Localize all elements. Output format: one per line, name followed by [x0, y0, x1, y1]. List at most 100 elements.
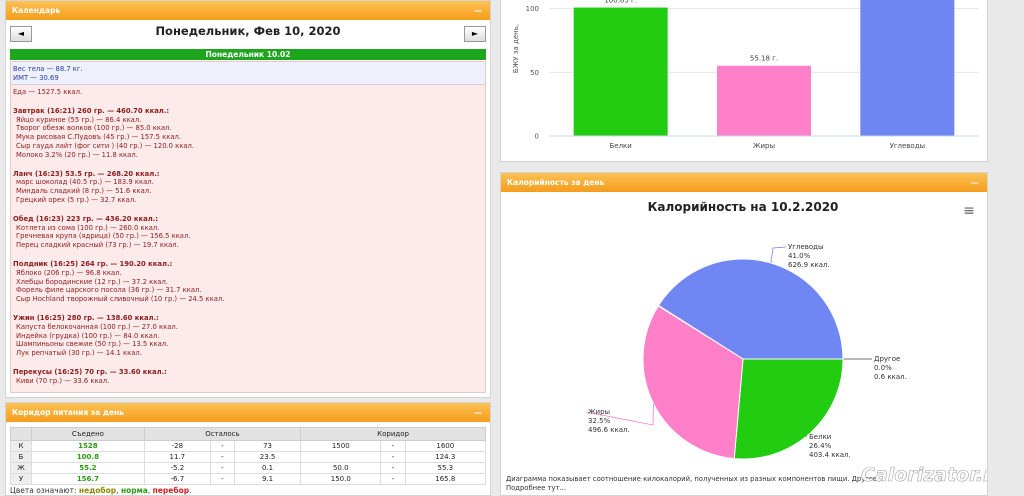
- remaining-max: 0.1: [234, 462, 302, 474]
- slice-name: Жиры: [588, 408, 610, 416]
- diary-box: Вес тела — 88.7 кг. ИМТ — 30.69 Еда — 15…: [10, 61, 486, 393]
- menu-button[interactable]: ≡: [963, 203, 975, 219]
- meal-item: Гречневая крупа (ядрица) (50 гр.) — 156.…: [16, 232, 191, 241]
- y-tick-label: 50: [530, 69, 539, 77]
- pie-panel: Калорийность за день — Калорийность на 10…: [500, 172, 988, 496]
- bar: [717, 65, 811, 136]
- calendar-panel: Календарь — ◄ Понедельник, Фев 10, 2020 ►…: [5, 0, 491, 398]
- corridor-max: 124.3: [404, 451, 487, 463]
- header-cell: Коридор: [300, 427, 486, 441]
- range-separator: -: [209, 440, 236, 452]
- panel-header: Калорийность за день —: [501, 173, 987, 192]
- slice-percent: 41.0%: [788, 252, 811, 260]
- corridor-max: 55.3: [404, 462, 487, 474]
- meal-item: Капуста белокочанная (100 гр.) — 27.0 кк…: [16, 322, 178, 331]
- legend-comma: ,: [147, 486, 151, 495]
- color-legend: Цвета означают: недобор, норма, перебор.: [10, 486, 192, 495]
- table-row: К 1528 -28-73 1500-1600: [10, 440, 487, 452]
- corridor-min: 150.0: [300, 473, 382, 485]
- pie-slice: [642, 305, 744, 460]
- remaining-min: -5.2: [143, 462, 211, 474]
- meal-item: Индейка (грудка) (100 гр.) — 84.0 ккал.: [16, 331, 160, 340]
- collapse-button[interactable]: —: [971, 178, 979, 187]
- remaining-max: 73: [234, 440, 302, 452]
- meal: Ланч (16:23) 53.5 гр. — 268.20 ккал.: мар…: [11, 170, 485, 205]
- legend-item: норма: [120, 486, 148, 495]
- next-day-button[interactable]: ►: [464, 26, 486, 42]
- meal-item: Форель филе царского посола (36 гр.) — 3…: [16, 286, 202, 295]
- meal-item: Перец сладкий красный (73 гр.) — 19.7 кк…: [16, 241, 179, 250]
- connector: [770, 246, 787, 264]
- table-row: У 156.7 -6.7-9.1 150.0-165.8: [10, 473, 487, 485]
- meal-title: Обед (16:23) 223 гр. — 436.20 ккал.:: [13, 214, 158, 223]
- bar-chart: БЖУ за день, 0 50 100 100.85 г. Белки 55.18 г.…: [512, 0, 979, 150]
- meal-item: Яйцо куриное (55 гр.) — 86.4 ккал.: [16, 115, 142, 124]
- range-separator: -: [380, 451, 406, 463]
- prev-day-button[interactable]: ◄: [10, 26, 32, 42]
- slice-name: Углеводы: [788, 243, 824, 251]
- range-separator: -: [380, 473, 406, 485]
- body-stats: Вес тела — 88.7 кг. ИМТ — 30.69: [11, 62, 485, 85]
- date-title: Понедельник, Фев 10, 2020: [155, 24, 341, 38]
- header-cell: [10, 427, 32, 441]
- meal-item: марс шоколад (40.5 гр.) — 183.9 ккал.: [16, 178, 154, 187]
- header-row: Съедено Осталось Коридор: [10, 427, 486, 441]
- remaining-min: -28: [143, 440, 211, 452]
- slice-kcal: 496.6 ккал.: [588, 426, 630, 434]
- slice-kcal: 403.4 ккал.: [809, 451, 851, 459]
- corridor-panel: Коридор питания за день — Съедено Осталос…: [5, 402, 491, 496]
- meal-item: Сыр гауда лайт (фог сити ) (40 гр.) — 12…: [16, 141, 195, 150]
- bar: [860, 0, 955, 136]
- row-label: К: [10, 440, 32, 452]
- corridor-min: [300, 451, 382, 463]
- meal: Перекусы (16:25) 70 гр. — 33.60 ккал.: Ки…: [11, 368, 485, 386]
- y-tick-label: 100: [526, 5, 539, 13]
- eaten-cell: 1528: [31, 440, 145, 452]
- food-total: Еда — 1527.5 ккал.: [13, 88, 83, 96]
- pie-chart: Калорийность на 10.2.2020 ≡ Диаграмма по…: [506, 200, 987, 492]
- panel-title: Калорийность за день: [507, 178, 605, 187]
- range-separator: -: [209, 473, 236, 485]
- meal-item: Киви (70 гр.) — 33.6 ккал.: [16, 376, 110, 385]
- x-tick-label: Белки: [609, 142, 631, 150]
- legend-end: .: [189, 486, 192, 495]
- meal-item: Миндаль сладкий (8 гр.) — 51.6 ккал.: [16, 187, 152, 196]
- weight: Вес тела — 88.7 кг.: [13, 65, 83, 73]
- meal-item: Грецкий орех (5 гр.) — 32.7 ккал.: [16, 195, 137, 204]
- slice-percent: 32.5%: [588, 417, 611, 425]
- row-label: У: [10, 473, 32, 485]
- panel-header: Коридор питания за день —: [6, 403, 490, 422]
- day-bar: Понедельник 10.02: [10, 49, 486, 60]
- connector: [799, 432, 811, 438]
- bmi: ИМТ — 30.69: [13, 73, 59, 82]
- meal-item: Яблоко (206 гр.) — 96.8 ккал.: [16, 268, 122, 277]
- slice-kcal: 626.9 ккал.: [788, 261, 830, 269]
- corridor-min: 1500: [300, 440, 382, 452]
- y-axis-label: БЖУ за день,: [512, 24, 520, 73]
- meal-item: Котлета из сома (100 гр.) — 260.0 ккал.: [16, 223, 160, 232]
- meal-title: Полдник (16:25) 264 гр. — 190.20 ккал.:: [13, 259, 173, 268]
- eaten-cell: 55.2: [31, 462, 145, 474]
- collapse-button[interactable]: —: [474, 408, 482, 417]
- collapse-button[interactable]: —: [474, 6, 482, 15]
- bar-value-label: 100.85 г.: [604, 0, 637, 5]
- chart-title: Калорийность на 10.2.2020: [648, 200, 839, 214]
- range-separator: -: [380, 462, 406, 474]
- bar-value-label: 55.18 г.: [750, 55, 778, 63]
- header-cell: Съедено: [31, 427, 145, 441]
- corridor-max: 165.8: [404, 473, 487, 485]
- bar-panel: БЖУ за день, 0 50 100 100.85 г. Белки 55.18 г.…: [500, 0, 988, 162]
- note: Диаграмма показывает соотношение килокал…: [506, 475, 877, 483]
- slice-name: Другое: [874, 355, 900, 363]
- slice-name: Белки: [809, 433, 831, 441]
- x-tick-label: Жиры: [753, 142, 775, 150]
- more-link[interactable]: Подробнее тут...: [506, 484, 566, 492]
- meal: Полдник (16:25) 264 гр. — 190.20 ккал.: Я…: [11, 260, 485, 304]
- meal: Завтрак (16:21) 260 гр. — 460.70 ккал.: Я…: [11, 107, 485, 160]
- meal: Ужин (16:25) 280 гр. — 138.60 ккал.: Капу…: [11, 314, 485, 358]
- panel-title: Коридор питания за день: [12, 408, 124, 417]
- y-tick-label: 0: [535, 133, 539, 141]
- range-separator: -: [209, 451, 236, 463]
- legend-item: недобор: [78, 486, 117, 495]
